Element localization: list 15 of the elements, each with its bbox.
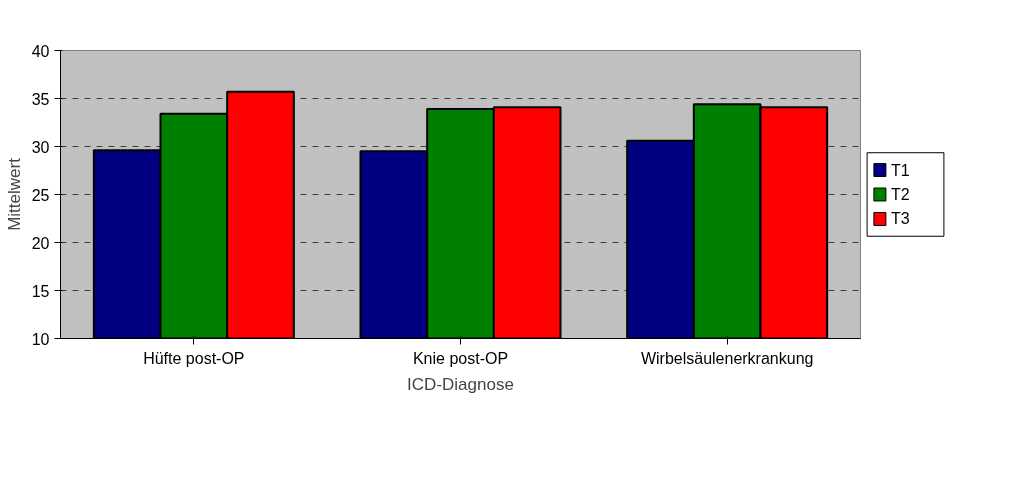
legend-label: T2 xyxy=(891,186,910,203)
x-tick-label: Hüfte post-OP xyxy=(143,349,245,367)
legend-label: T3 xyxy=(891,210,910,228)
y-tick-label: 35 xyxy=(31,90,50,108)
y-tick-label: 20 xyxy=(31,234,50,252)
y-tick-label: 10 xyxy=(31,330,50,348)
x-tick-label: Knie post-OP xyxy=(412,349,509,367)
y-tick-label: 25 xyxy=(31,186,50,204)
y-tick-label: 15 xyxy=(31,282,50,300)
x-axis-title: ICD-Diagnose xyxy=(407,374,514,394)
y-tick-label: 30 xyxy=(31,138,50,156)
x-tick-label: Wirbelsäulenerkrankung xyxy=(640,349,814,367)
y-tick-label: 40 xyxy=(31,42,50,60)
legend-label: T1 xyxy=(891,161,910,179)
y-axis-title: Mittelwert xyxy=(4,157,24,231)
